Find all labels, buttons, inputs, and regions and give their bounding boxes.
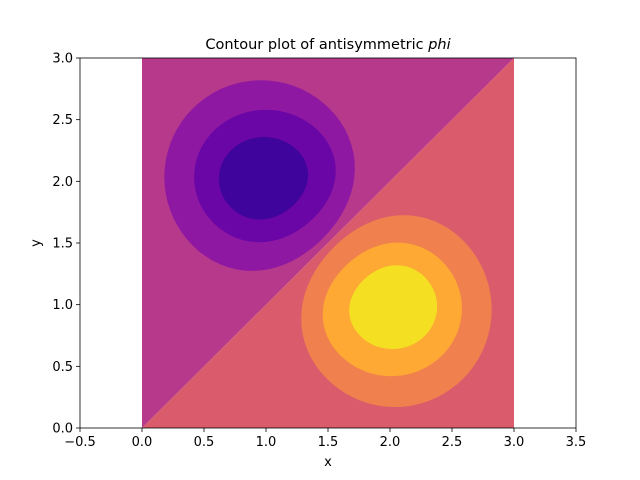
y-axis-label: y xyxy=(29,239,44,247)
x-tick-label: 2.0 xyxy=(380,435,401,450)
y-tick-label: 2.5 xyxy=(52,113,73,128)
x-tick-label: 1.5 xyxy=(318,435,339,450)
y-tick-label: 0.0 xyxy=(52,422,73,437)
y-axis-ticks: 0.0 0.5 1.0 1.5 2.0 2.5 3.0 xyxy=(52,52,80,437)
y-tick-label: 1.5 xyxy=(52,237,73,252)
x-tick-label: 1.0 xyxy=(256,435,277,450)
y-tick-label: 3.0 xyxy=(52,52,73,67)
chart-title-math: phi xyxy=(427,37,450,53)
x-tick-label: 3.0 xyxy=(504,435,525,450)
x-tick-label: 0.5 xyxy=(194,435,215,450)
plot-area xyxy=(142,58,514,428)
x-tick-label: −0.5 xyxy=(64,435,96,450)
y-tick-label: 1.0 xyxy=(52,298,73,313)
negative-contour-level-3 xyxy=(218,136,308,220)
chart-title: Contour plot of antisymmetric phi xyxy=(205,37,450,53)
x-axis-label: x xyxy=(324,455,332,470)
positive-contour-level-3 xyxy=(349,265,438,350)
y-tick-label: 2.0 xyxy=(52,175,73,190)
x-tick-label: 0.0 xyxy=(132,435,153,450)
y-tick-label: 0.5 xyxy=(52,360,73,375)
x-tick-label: 3.5 xyxy=(566,435,587,450)
x-axis-ticks: −0.5 0.0 0.5 1.0 1.5 2.0 2.5 3.0 3.5 xyxy=(64,428,586,450)
chart-title-prefix: Contour plot of antisymmetric xyxy=(205,37,428,53)
x-tick-label: 2.5 xyxy=(442,435,463,450)
